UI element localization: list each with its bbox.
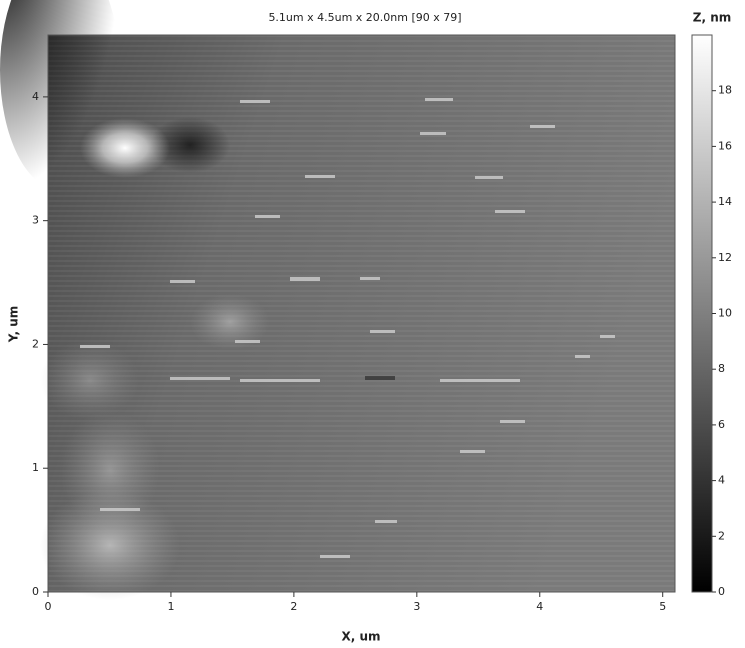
x-axis-label: X, um (341, 630, 380, 644)
colorbar-tick-label: 16 (718, 139, 732, 152)
colorbar-tick-label: 8 (718, 362, 725, 375)
y-tick-label: 2 (32, 337, 39, 350)
colorbar-tick-label: 0 (718, 585, 725, 598)
x-tick-label: 3 (413, 600, 420, 613)
y-axis-label: Y, um (7, 306, 21, 344)
x-tick-label: 0 (45, 600, 52, 613)
y-tick-label: 3 (32, 214, 39, 227)
x-tick-label: 4 (536, 600, 543, 613)
colorbar-tick-label: 2 (718, 529, 725, 542)
y-tick-label: 1 (32, 461, 39, 474)
colorbar-tick-label: 12 (718, 251, 732, 264)
y-tick-label: 4 (32, 90, 39, 103)
afm-image (0, 0, 675, 600)
colorbar-label: Z, nm (693, 11, 731, 25)
colorbar-tick-label: 6 (718, 418, 725, 431)
x-tick-label: 1 (167, 600, 174, 613)
colorbar-tick-label: 4 (718, 474, 725, 487)
y-tick-label: 0 (32, 585, 39, 598)
colorbar-tick-label: 14 (718, 195, 732, 208)
chart-title: 5.1um x 4.5um x 20.0nm [90 x 79] (268, 11, 461, 24)
colorbar-tick-label: 18 (718, 84, 732, 97)
x-tick-label: 2 (290, 600, 297, 613)
chart: 5.1um x 4.5um x 20.0nm [90 x 79] X, um Y… (0, 0, 745, 648)
x-tick-label: 5 (659, 600, 666, 613)
colorbar-tick-label: 10 (718, 307, 732, 320)
colorbar (692, 35, 712, 592)
